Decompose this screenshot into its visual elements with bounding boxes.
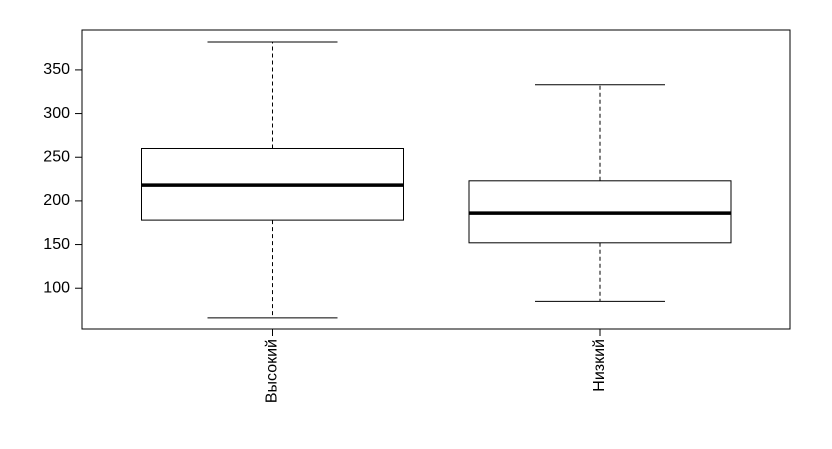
- plot-frame: [81, 29, 791, 330]
- y-tick-label: 150: [43, 236, 70, 253]
- y-tick-label: 100: [43, 279, 70, 296]
- y-tick-label: 350: [43, 61, 70, 78]
- y-tick-label: 250: [43, 148, 70, 165]
- y-tick-label: 200: [43, 192, 70, 209]
- x-tick-label: Высокий: [264, 339, 281, 403]
- y-tick-label: 300: [43, 105, 70, 122]
- x-tick-label: Низкий: [591, 339, 608, 392]
